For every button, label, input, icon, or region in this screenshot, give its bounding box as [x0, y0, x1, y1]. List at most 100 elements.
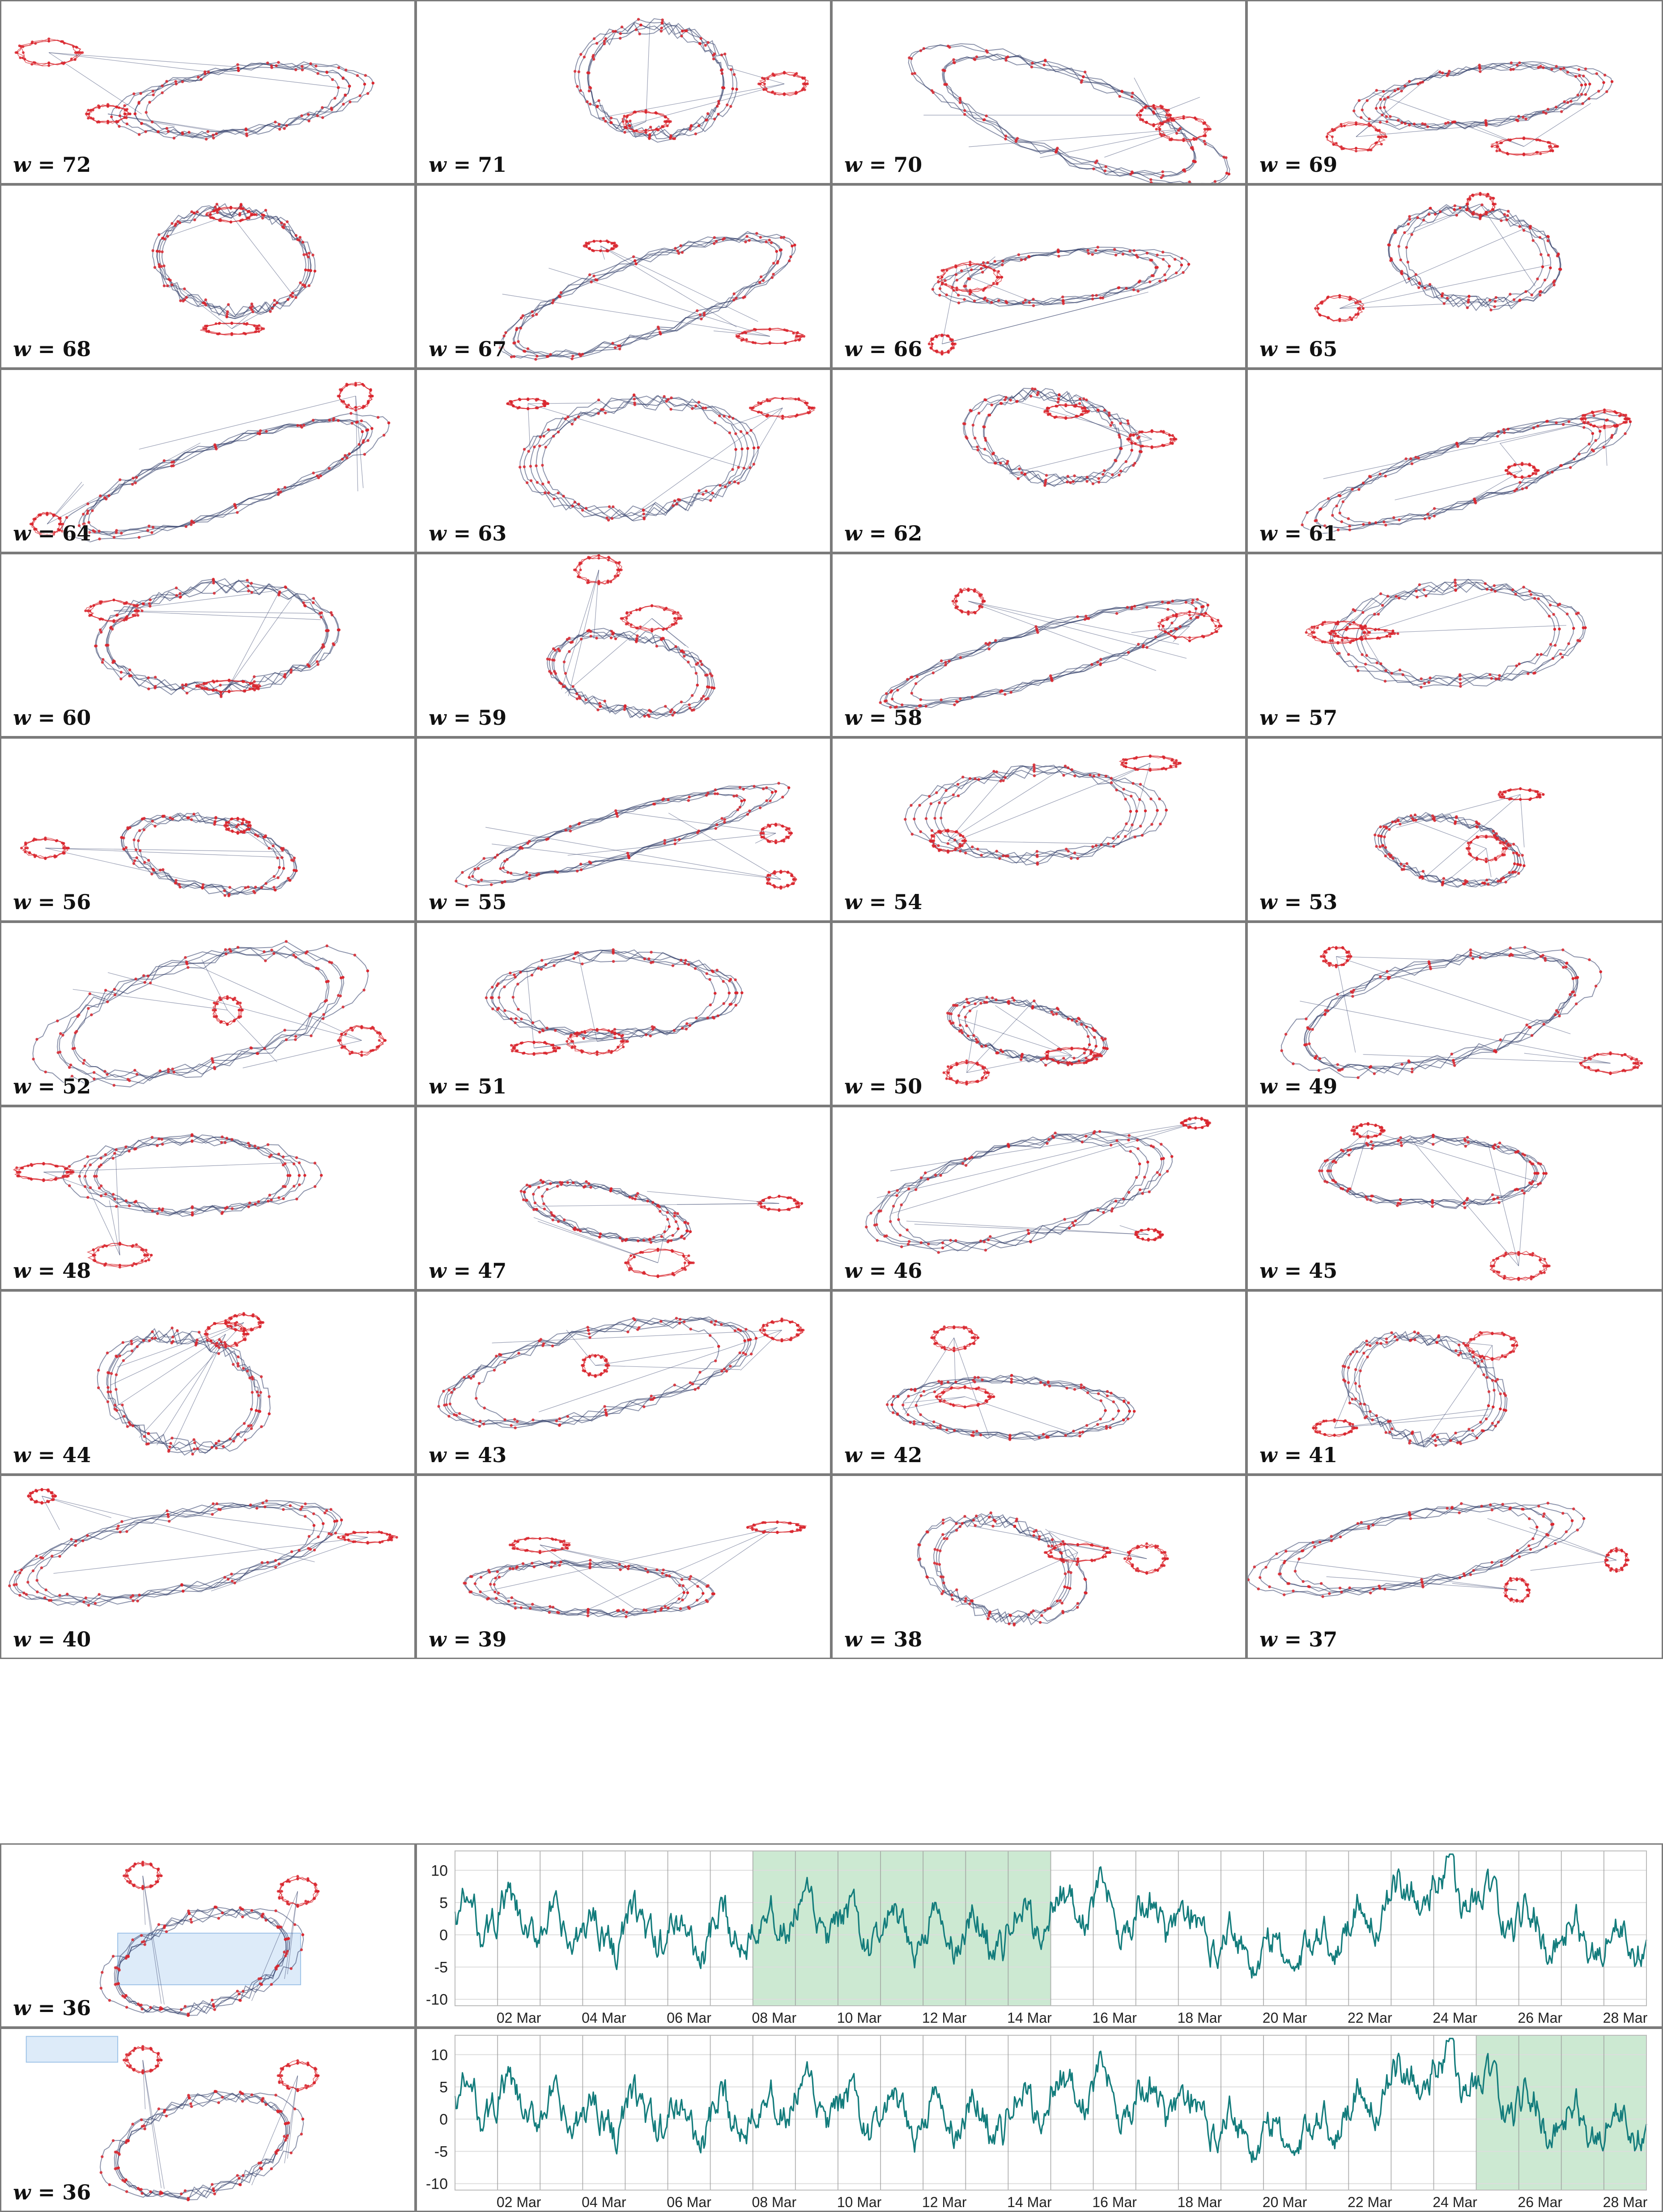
trajectory-panel: w = 50 — [831, 922, 1246, 1106]
trajectory-panel: w = 68 — [0, 184, 416, 369]
x-tick-label: 06 Mar — [667, 2010, 711, 2026]
window-equals: = — [447, 1074, 478, 1098]
y-tick-label: -5 — [434, 2144, 448, 2161]
window-equals: = — [1277, 1259, 1309, 1283]
trajectory-edges — [439, 1317, 804, 1428]
window-size-label: w = 68 — [13, 337, 91, 361]
window-value: 58 — [893, 706, 922, 730]
x-tick-label: 14 Mar — [1007, 2194, 1052, 2210]
window-value: 38 — [893, 1627, 922, 1651]
window-equals: = — [862, 1627, 894, 1651]
trajectory-panel: w = 48 — [0, 1106, 416, 1290]
x-tick-label: 28 Mar — [1603, 2010, 1648, 2026]
window-equals: = — [31, 1259, 63, 1283]
window-size-label: w = 67 — [429, 337, 506, 361]
trajectory-panel: w = 38 — [831, 1475, 1246, 1659]
window-equals: = — [31, 1996, 63, 2020]
window-size-label: w = 44 — [13, 1443, 91, 1467]
trajectory-points — [15, 38, 374, 140]
trajectory-panel: w = 53 — [1246, 737, 1663, 922]
trajectory-points — [1305, 579, 1587, 689]
trajectory-edges — [521, 1179, 802, 1277]
x-tick-label: 24 Mar — [1433, 2010, 1477, 2026]
trajectory-panel-highlighted: w = 36 — [0, 1843, 416, 2028]
window-value: 52 — [62, 1074, 91, 1098]
window-variable: w — [844, 890, 862, 914]
trajectory-panel: w = 52 — [0, 922, 416, 1106]
y-tick-label: -10 — [426, 2176, 448, 2193]
x-tick-label: 04 Mar — [582, 2194, 626, 2210]
trajectory-edges — [1327, 62, 1612, 156]
window-value: 71 — [478, 153, 506, 177]
window-size-label: w = 65 — [1259, 337, 1337, 361]
x-tick-label: 16 Mar — [1092, 2194, 1137, 2210]
window-value: 66 — [893, 337, 922, 361]
trajectory-points — [520, 1179, 804, 1278]
window-size-label: w = 61 — [1259, 521, 1337, 545]
window-equals: = — [1277, 890, 1309, 914]
trajectory-panel: w = 41 — [1246, 1290, 1663, 1475]
x-tick-label: 26 Mar — [1518, 2194, 1562, 2210]
x-tick-label: 06 Mar — [667, 2194, 711, 2210]
window-size-label: w = 70 — [844, 153, 922, 177]
window-value: 48 — [62, 1259, 91, 1283]
trajectory-edges — [85, 579, 339, 697]
trajectory-panel: w = 63 — [416, 369, 831, 553]
window-value: 50 — [893, 1074, 922, 1098]
window-value: 51 — [478, 1074, 506, 1098]
window-value: 49 — [1309, 1074, 1337, 1098]
trajectory-points — [20, 812, 298, 897]
window-variable: w — [844, 521, 862, 545]
trajectory-edges — [929, 247, 1189, 354]
window-variable: w — [1259, 890, 1277, 914]
window-equals: = — [31, 1443, 63, 1467]
y-tick-label: 0 — [439, 1927, 448, 1944]
trajectory-panel: w = 44 — [0, 1290, 416, 1475]
window-variable: w — [13, 1259, 31, 1283]
window-size-label: w = 72 — [13, 153, 91, 177]
window-variable: w — [1259, 1259, 1277, 1283]
window-variable: w — [13, 1996, 31, 2020]
window-variable: w — [844, 337, 862, 361]
window-equals: = — [31, 706, 63, 730]
trajectory-edges — [880, 588, 1221, 709]
window-variable: w — [13, 521, 31, 545]
window-equals: = — [862, 337, 894, 361]
window-equals: = — [447, 521, 478, 545]
highlighted-region-box — [26, 2036, 118, 2062]
trajectory-edges — [1313, 1331, 1518, 1447]
trajectory-panel: w = 59 — [416, 553, 831, 737]
trajectory-edges — [9, 1489, 397, 1606]
trajectory-panel: w = 39 — [416, 1475, 831, 1659]
window-size-label: w = 37 — [1259, 1627, 1337, 1651]
trajectory-edges — [575, 19, 808, 142]
x-tick-label: 28 Mar — [1603, 2194, 1648, 2210]
trajectory-panel: w = 45 — [1246, 1106, 1663, 1290]
x-tick-label: 08 Mar — [752, 2010, 797, 2026]
x-tick-label: 08 Mar — [752, 2194, 797, 2210]
window-variable: w — [13, 1627, 31, 1651]
window-size-label: w = 36 — [13, 2180, 91, 2204]
trajectory-edges — [905, 756, 1180, 865]
window-equals: = — [1277, 153, 1309, 177]
x-tick-label: 02 Mar — [497, 2194, 541, 2210]
x-tick-label: 10 Mar — [837, 2194, 882, 2210]
window-variable: w — [1259, 153, 1277, 177]
x-tick-label: 20 Mar — [1263, 2010, 1307, 2026]
window-size-label: w = 47 — [429, 1259, 506, 1283]
x-tick-label: 14 Mar — [1007, 2010, 1052, 2026]
window-size-label: w = 48 — [13, 1259, 91, 1283]
trajectory-points — [879, 587, 1223, 710]
x-tick-label: 22 Mar — [1348, 2194, 1392, 2210]
window-equals: = — [1277, 706, 1309, 730]
y-tick-label: 0 — [439, 2111, 448, 2128]
window-equals: = — [447, 1259, 478, 1283]
window-size-label: w = 63 — [429, 521, 506, 545]
window-equals: = — [1277, 1443, 1309, 1467]
window-equals: = — [447, 890, 478, 914]
window-value: 61 — [1309, 521, 1337, 545]
window-size-label: w = 51 — [429, 1074, 506, 1098]
